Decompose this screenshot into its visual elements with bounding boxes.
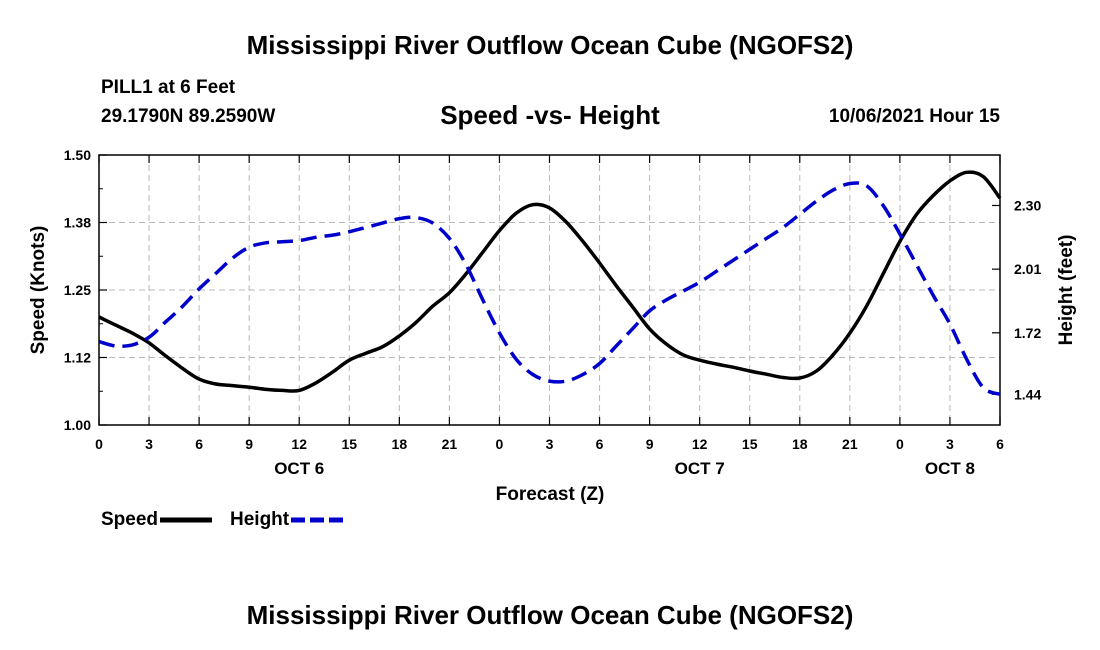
- y-right-tick-label: 2.30: [1014, 197, 1041, 213]
- y-axis-left-label: Speed (Knots): [28, 226, 49, 355]
- ticks-layer: 0 3 6 9 12 15 18 21 0 3 6 9 12 15 18 21 0 3 6 OCT 6 OCT 7 OCT…: [64, 147, 1042, 478]
- y-left-tick-label: 1.00: [64, 417, 91, 433]
- x-tick-label: 9: [646, 436, 654, 452]
- legend-label-height: Height: [230, 509, 290, 530]
- chart-subtitle: Speed -vs- Height: [440, 100, 660, 130]
- x-tick-label: 9: [245, 436, 253, 452]
- x-tick-label: 3: [946, 436, 954, 452]
- legend: Speed Height: [101, 509, 343, 530]
- x-tick-label: 18: [792, 436, 808, 452]
- x-tick-label: 15: [341, 436, 357, 452]
- x-tick-label: 12: [692, 436, 708, 452]
- x-tick-label: 0: [496, 436, 504, 452]
- x-axis-label: Forecast (Z): [496, 484, 605, 505]
- y-right-tick-label: 2.01: [1014, 261, 1041, 277]
- series-line-height: [98, 181, 1001, 396]
- x-tick-label: 6: [596, 436, 604, 452]
- x-date-label: OCT 7: [675, 459, 725, 478]
- x-tick-label: 6: [996, 436, 1004, 452]
- y-axis-right-label: Height (feet): [1056, 235, 1077, 346]
- legend-label-speed: Speed: [101, 509, 158, 530]
- x-tick-label: 3: [145, 436, 153, 452]
- x-tick-label: 6: [195, 436, 203, 452]
- x-date-label: OCT 8: [925, 459, 975, 478]
- x-tick-label: 15: [742, 436, 758, 452]
- y-left-tick-label: 1.25: [64, 282, 91, 298]
- y-right-tick-label: 1.72: [1014, 325, 1041, 341]
- x-tick-label: 21: [842, 436, 858, 452]
- chart-title-bottom: Mississippi River Outflow Ocean Cube (NG…: [246, 600, 854, 630]
- chart-title-top: Mississippi River Outflow Ocean Cube (NG…: [246, 30, 854, 60]
- x-tick-label: 3: [546, 436, 554, 452]
- x-tick-label: 18: [392, 436, 408, 452]
- series-line-speed: [98, 170, 1002, 393]
- x-tick-label: 0: [95, 436, 103, 452]
- x-tick-label: 21: [442, 436, 458, 452]
- y-right-tick-label: 1.44: [1014, 386, 1041, 402]
- station-coordinates: 29.1790N 89.2590W: [101, 106, 276, 127]
- x-tick-label: 0: [896, 436, 904, 452]
- y-left-tick-label: 1.12: [64, 350, 91, 366]
- y-left-tick-label: 1.50: [64, 147, 91, 163]
- series-layer: [98, 170, 1002, 396]
- station-label: PILL1 at 6 Feet: [101, 77, 236, 98]
- y-left-tick-label: 1.38: [64, 215, 91, 231]
- x-tick-label: 12: [291, 436, 307, 452]
- forecast-datetime: 10/06/2021 Hour 15: [828, 106, 1000, 127]
- x-date-label: OCT 6: [274, 459, 324, 478]
